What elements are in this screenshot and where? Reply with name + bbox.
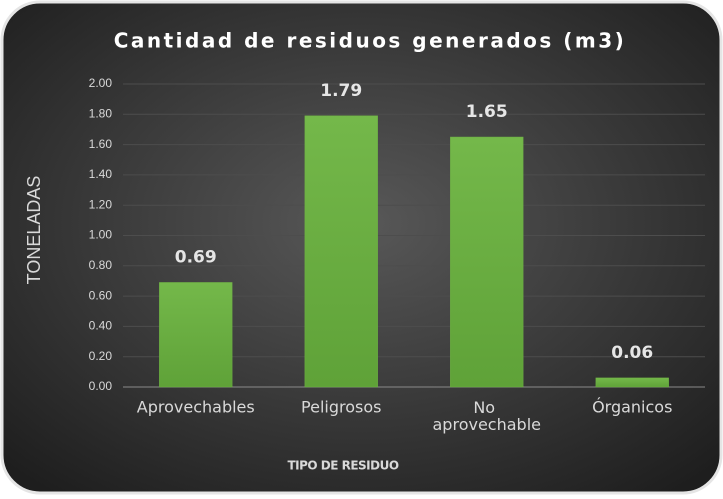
y-tick-label: 0.40	[89, 319, 113, 333]
data-label: 1.65	[466, 102, 508, 122]
x-tick-label: Peligrosos	[301, 398, 381, 417]
bar	[304, 115, 378, 388]
y-tick-label: 0.60	[89, 288, 113, 302]
y-tick-label: 0.00	[89, 379, 113, 393]
y-tick-label: 1.40	[89, 167, 113, 181]
y-tick-label: 1.00	[89, 228, 113, 242]
y-tick-label: 1.60	[89, 137, 113, 151]
data-label: 1.79	[320, 81, 362, 101]
bar	[159, 282, 233, 388]
y-tick-label: 2.00	[89, 76, 113, 90]
chart-title: Cantidad de residuos generados (m3)	[114, 29, 627, 53]
bar	[595, 377, 669, 388]
y-tick-label: 0.20	[89, 349, 113, 363]
y-tick-label: 1.20	[89, 197, 113, 211]
y-axis-title: TONELADAS	[24, 176, 44, 285]
x-tick-label: Órganicos	[592, 398, 672, 417]
x-tick-label: No aprovechable	[433, 398, 541, 434]
x-axis-title: TIPO DE RESIDUO	[287, 459, 398, 473]
data-label: 0.69	[175, 247, 217, 267]
x-tick-label: Aprovechables	[137, 398, 255, 417]
bar	[450, 136, 524, 388]
y-tick-label: 0.80	[89, 258, 113, 272]
data-label: 0.06	[611, 343, 653, 363]
y-tick-label: 1.80	[89, 106, 113, 120]
